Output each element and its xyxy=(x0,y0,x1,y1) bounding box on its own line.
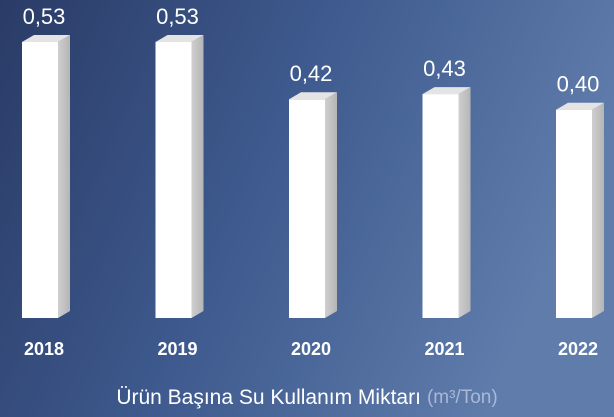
x-tick-label: 2020 xyxy=(291,339,331,359)
bar-top xyxy=(422,87,471,95)
bar-top xyxy=(22,35,70,42)
bar xyxy=(22,42,58,318)
x-tick-label: 2022 xyxy=(558,339,598,359)
bar xyxy=(155,42,192,318)
chart-title: Ürün Başına Su Kullanım Miktarı (m³/Ton) xyxy=(116,386,497,409)
bar-top xyxy=(289,92,337,100)
bar-side xyxy=(325,92,337,318)
bar xyxy=(556,109,592,318)
bar-top xyxy=(155,35,204,42)
bar-top xyxy=(556,102,604,110)
value-label: 0,53 xyxy=(156,4,199,29)
x-tick-label: 2021 xyxy=(424,339,464,359)
bar xyxy=(289,99,325,318)
bar-side xyxy=(458,87,471,318)
x-tick-label: 2019 xyxy=(157,339,197,359)
bar xyxy=(422,94,459,318)
bar-side xyxy=(191,35,204,318)
bar-side xyxy=(592,102,604,318)
value-label: 0,40 xyxy=(557,72,600,97)
value-label: 0,42 xyxy=(290,61,333,86)
unit-text: (m³/Ton) xyxy=(427,387,498,408)
bar-side xyxy=(58,35,70,318)
x-tick-label: 2018 xyxy=(24,339,64,359)
value-label: 0,53 xyxy=(23,4,66,29)
value-label: 0,43 xyxy=(423,56,466,81)
title-text: Ürün Başına Su Kullanım Miktarı xyxy=(116,386,421,409)
